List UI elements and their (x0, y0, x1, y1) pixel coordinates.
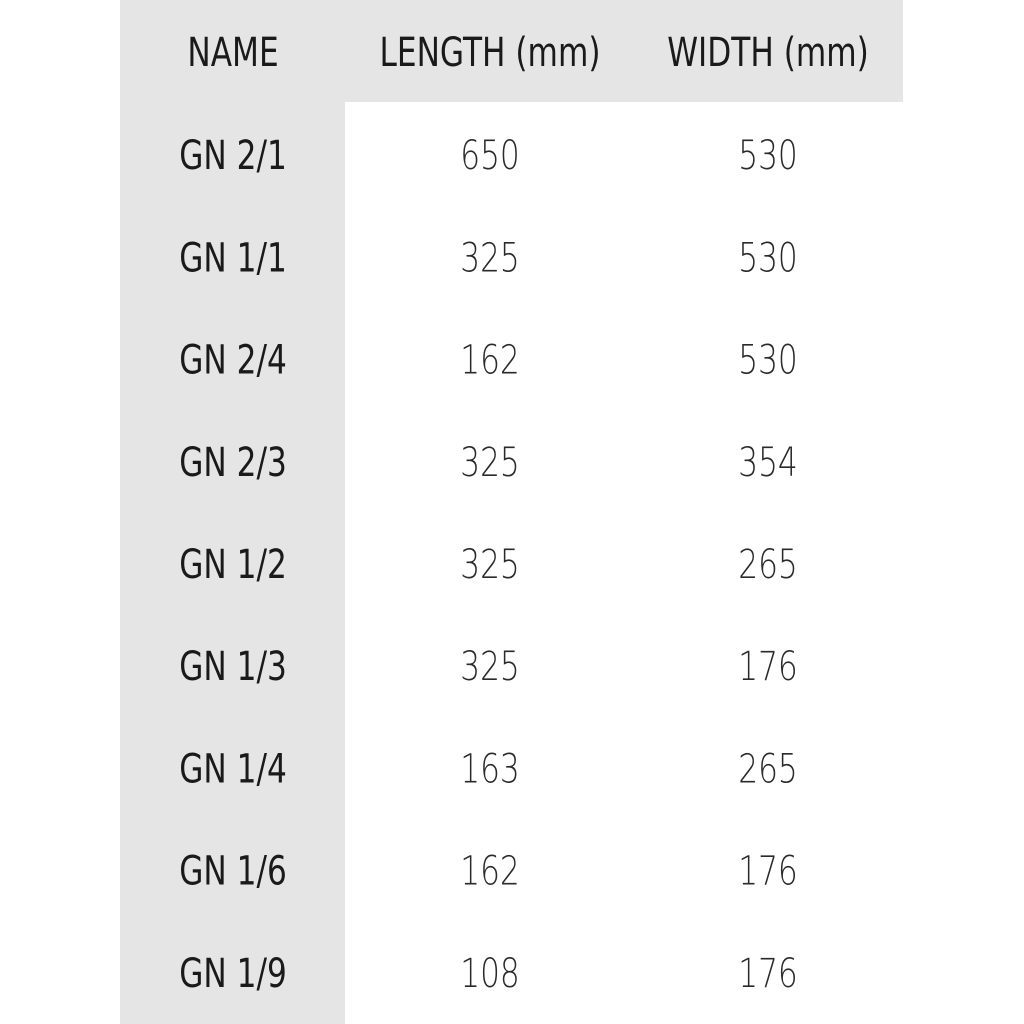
name-cell: GN 1/3 (179, 644, 287, 690)
value-cell: 265 (738, 747, 798, 793)
value-cell: 325 (460, 236, 520, 282)
header-cell: WIDTH (mm) (667, 30, 869, 76)
name-cell: GN 1/2 (179, 542, 287, 588)
value-cell: 162 (460, 849, 520, 895)
name-cell: GN 2/4 (179, 338, 287, 384)
value-cell: 163 (460, 747, 520, 793)
value-cell: 530 (738, 133, 798, 179)
name-cell: GN 1/9 (179, 951, 287, 997)
name-cell: GN 2/3 (179, 440, 287, 486)
value-cell: 354 (738, 440, 798, 486)
value-cell: 530 (738, 338, 798, 384)
name-cell: GN 2/1 (179, 133, 287, 179)
value-cell: 176 (738, 951, 798, 997)
value-cell: 650 (460, 133, 520, 179)
value-cell: 325 (460, 542, 520, 588)
cells: NAME LENGTH (mm) WIDTH (mm) GN 2/1 650 530 GN … (179, 30, 869, 996)
value-cell: 162 (460, 338, 520, 384)
value-cell: 108 (460, 951, 520, 997)
name-column-band (120, 0, 345, 1024)
value-cell: 176 (738, 849, 798, 895)
value-cell: 265 (738, 542, 798, 588)
name-cell: GN 1/6 (179, 849, 287, 895)
value-cell: 176 (738, 644, 798, 690)
name-cell: GN 1/4 (179, 747, 287, 793)
name-cell: GN 1/1 (179, 236, 287, 282)
header-cell: LENGTH (mm) (379, 30, 600, 76)
value-cell: 325 (460, 440, 520, 486)
value-cell: 530 (738, 236, 798, 282)
header-cell: NAME (187, 30, 278, 76)
value-cell: 325 (460, 644, 520, 690)
